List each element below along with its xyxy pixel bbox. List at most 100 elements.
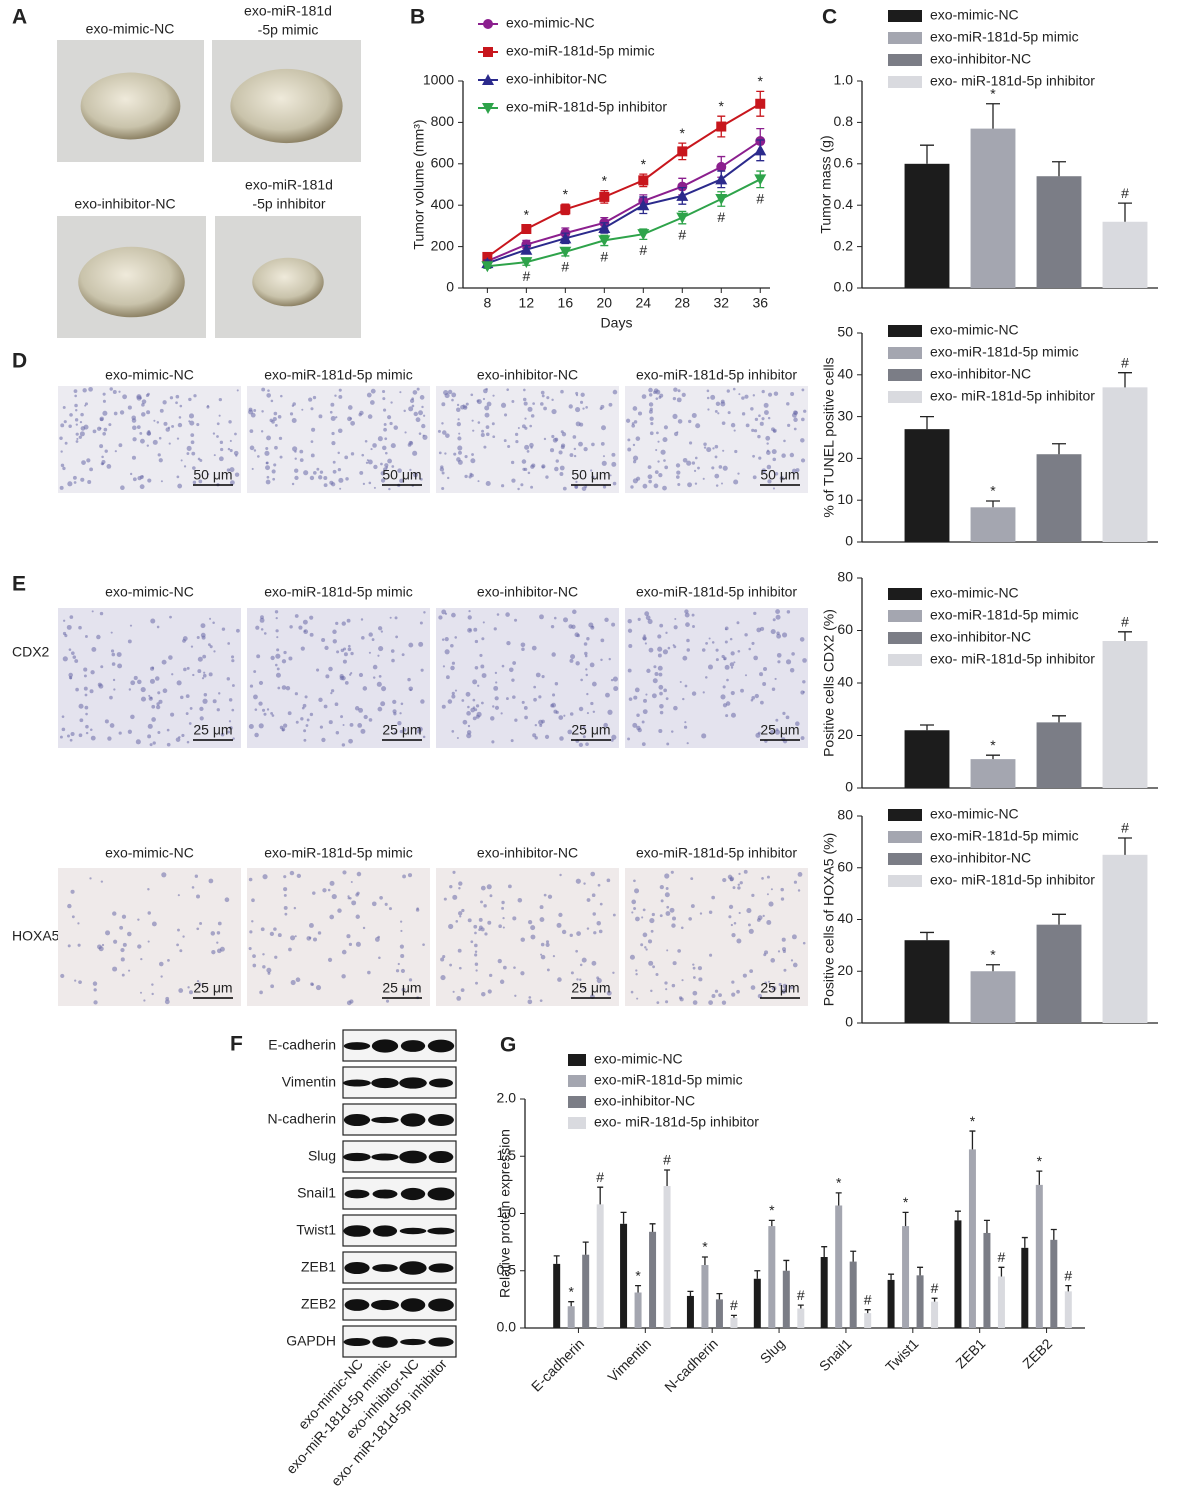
nucleus: [418, 641, 424, 647]
nucleus: [262, 953, 265, 956]
nucleus: [649, 431, 654, 436]
nucleus: [78, 703, 84, 709]
nucleus: [345, 477, 349, 481]
nucleus: [664, 892, 670, 898]
nucleus: [737, 472, 740, 475]
nucleus: [192, 480, 197, 485]
bar: [1036, 722, 1082, 788]
nucleus: [606, 878, 611, 883]
nucleus: [530, 485, 534, 489]
nucleus: [127, 639, 132, 644]
nucleus: [757, 731, 761, 735]
nucleus: [133, 675, 138, 680]
nucleus: [510, 460, 515, 465]
nucleus: [586, 712, 589, 715]
image-caption: exo-mimic-NC: [105, 367, 194, 383]
nucleus: [61, 727, 66, 732]
blot-band: [372, 1225, 398, 1237]
blot-band: [343, 1113, 371, 1127]
nucleus: [151, 666, 155, 670]
nucleus: [523, 388, 526, 392]
nucleus: [207, 643, 211, 647]
point: [559, 246, 572, 258]
significance-mark: *: [1037, 1153, 1043, 1169]
nucleus: [91, 646, 97, 652]
nucleus: [274, 423, 278, 427]
y-tick-label: 80: [837, 807, 853, 823]
nucleus: [464, 474, 468, 479]
nucleus: [759, 672, 764, 677]
nucleus: [308, 397, 313, 402]
nucleus: [318, 697, 323, 703]
nucleus: [289, 625, 293, 629]
significance-mark: #: [797, 1287, 805, 1303]
nucleus: [647, 465, 652, 470]
nucleus: [627, 628, 633, 633]
nucleus: [443, 897, 447, 901]
nucleus: [266, 393, 271, 398]
y-tick-label: 20: [837, 726, 853, 742]
blot-band: [344, 1299, 370, 1311]
nucleus: [464, 455, 468, 459]
y-tick-label: 30: [837, 407, 853, 423]
nucleus: [589, 662, 595, 668]
nucleus: [310, 982, 314, 986]
nucleus: [120, 948, 125, 953]
nucleus: [111, 662, 116, 666]
nucleus: [759, 421, 764, 426]
nucleus: [666, 949, 669, 952]
nucleus: [209, 617, 212, 620]
nucleus: [724, 664, 730, 670]
nucleus: [670, 870, 674, 874]
legend-label: exo-inhibitor-NC: [594, 1093, 695, 1109]
nucleus: [358, 672, 364, 678]
y-tick-label: 20: [837, 962, 853, 978]
nucleus: [151, 717, 156, 722]
nucleus: [751, 641, 755, 645]
nucleus: [795, 468, 800, 472]
bar: [753, 1278, 761, 1328]
nucleus: [791, 934, 797, 940]
error-bar: [986, 500, 1000, 508]
nucleus: [474, 950, 478, 953]
nucleus: [706, 396, 710, 400]
nucleus: [270, 984, 275, 989]
nucleus: [772, 487, 776, 490]
legend-label: exo-mimic-NC: [594, 1051, 683, 1067]
scale-bar-label: 25 μm: [571, 980, 610, 996]
nucleus: [520, 642, 526, 648]
nucleus: [514, 994, 517, 997]
nucleus: [408, 406, 414, 412]
nucleus: [109, 387, 113, 391]
nucleus: [514, 718, 518, 722]
nucleus: [569, 658, 574, 663]
nucleus: [266, 475, 270, 479]
nucleus: [470, 458, 476, 464]
nucleus: [489, 894, 493, 898]
nucleus: [377, 935, 380, 939]
nucleus: [456, 736, 459, 740]
nucleus: [186, 666, 190, 670]
nucleus: [547, 894, 553, 899]
nucleus: [445, 675, 450, 680]
nucleus: [691, 412, 697, 418]
nucleus: [596, 977, 602, 984]
nucleus: [715, 648, 719, 652]
nucleus: [190, 645, 194, 648]
nucleus: [559, 472, 564, 476]
nucleus: [413, 472, 418, 478]
nucleus: [83, 686, 88, 691]
nucleus: [218, 456, 224, 462]
nucleus: [156, 625, 160, 629]
nucleus: [177, 422, 183, 428]
nucleus: [444, 393, 450, 399]
significance-mark: #: [730, 1297, 738, 1313]
nucleus: [458, 432, 461, 435]
nucleus: [642, 636, 647, 641]
significance-mark: *: [970, 1113, 976, 1129]
nucleus: [591, 475, 595, 479]
nucleus: [329, 880, 335, 886]
nucleus: [292, 446, 298, 452]
nucleus: [171, 424, 175, 428]
scale-bar-label: 25 μm: [382, 722, 421, 738]
